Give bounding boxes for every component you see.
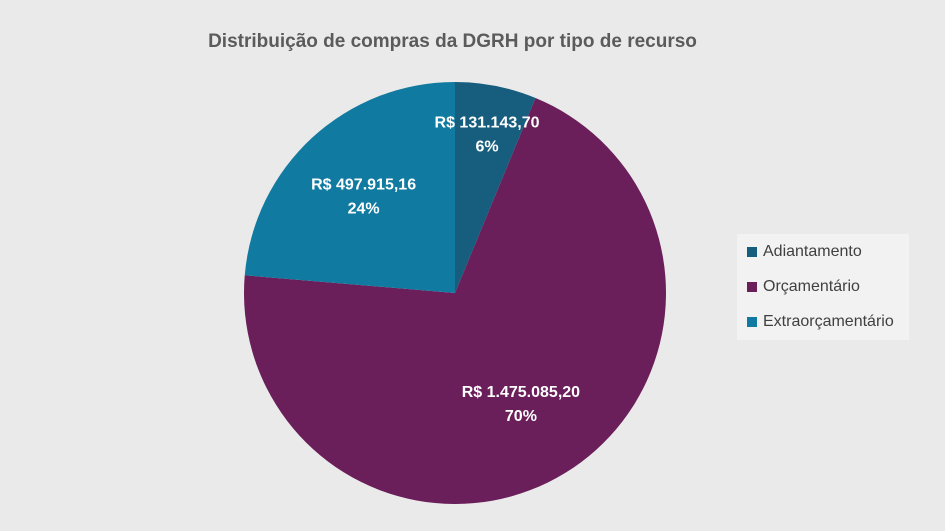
legend-swatch-orcamentario <box>747 281 757 292</box>
chart-title: Distribuição de compras da DGRH por tipo… <box>208 31 697 52</box>
data-label-value-adiantamento: R$ 131.143,70 <box>435 115 540 132</box>
legend-label-adiantamento: Adiantamento <box>763 242 862 260</box>
data-label-percent-orcamentario: 70% <box>505 408 537 425</box>
pie-slice-orcamentario <box>243 97 666 505</box>
legend-label-extraorcamentario: Extraorçamentário <box>763 312 894 330</box>
legend-label-orcamentario: Orçamentário <box>763 277 860 295</box>
data-label-percent-extraorcamentario: 24% <box>348 201 380 218</box>
data-label-value-orcamentario: R$ 1.475.085,20 <box>462 384 580 401</box>
legend: Adiantamento Orçamentário Extraorçamentá… <box>737 234 909 340</box>
pie-slice-adiantamento <box>455 82 536 293</box>
legend-item-adiantamento: Adiantamento <box>737 234 909 269</box>
legend-item-orcamentario: Orçamentário <box>737 269 909 304</box>
legend-swatch-extraorcamentario <box>747 316 757 327</box>
legend-swatch-adiantamento <box>747 246 757 257</box>
data-label-percent-adiantamento: 6% <box>475 139 498 156</box>
pie-slice-extraorcamentario <box>244 82 455 293</box>
data-label-value-extraorcamentario: R$ 497.915,16 <box>311 177 416 194</box>
legend-item-extraorcamentario: Extraorçamentário <box>737 304 909 339</box>
